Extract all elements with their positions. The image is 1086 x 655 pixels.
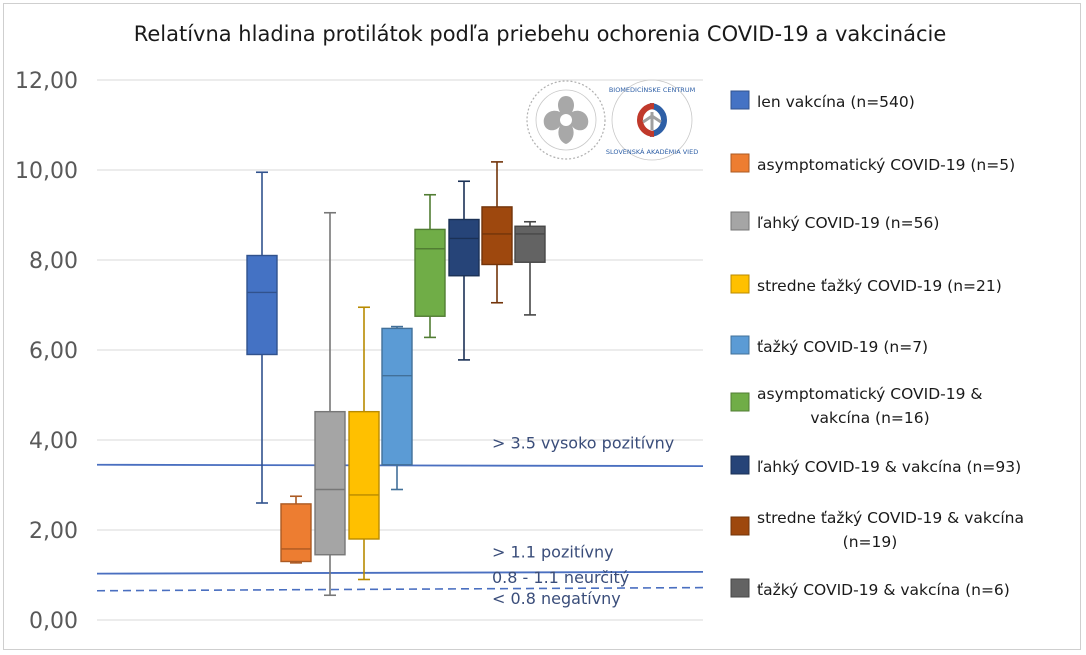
- legend-item: ľahký COVID-19 (n=56): [730, 211, 939, 232]
- logo-text-top: BIOMEDICÍNSKE CENTRUM: [609, 85, 695, 94]
- ref-line-label: > 3.5 vysoko pozitívny: [492, 434, 674, 453]
- legend-swatch: [730, 516, 750, 536]
- y-tick-label: 10,00: [15, 159, 78, 184]
- box: [514, 225, 546, 263]
- boxplot: [246, 171, 278, 504]
- legend-item: stredne ťažký COVID-19 & vakcína (n=19): [730, 509, 1024, 551]
- boxplot: [481, 161, 513, 304]
- legend-item: asymptomatický COVID-19 & vakcína (n=16): [730, 385, 982, 427]
- legend-swatch: [730, 211, 750, 231]
- legend-item: asymptomatický COVID-19 (n=5): [730, 153, 1015, 174]
- biomedical-center-logo: BIOMEDICÍNSKE CENTRUM SLOVENSKÁ AKADÉMIA…: [606, 79, 698, 161]
- box: [246, 254, 278, 356]
- ref-line-indeterminate: [96, 586, 704, 592]
- gridlines: [97, 79, 703, 621]
- chart-title: Relatívna hladina protilátok podľa prieb…: [134, 22, 947, 46]
- legend-swatch: [730, 153, 750, 173]
- y-tick-label: 6,00: [29, 339, 78, 364]
- boxplot: [280, 495, 312, 564]
- legend-label: ľahký COVID-19 (n=56): [757, 214, 939, 232]
- legend-item: ťažký COVID-19 (n=7): [730, 335, 928, 356]
- box: [414, 228, 446, 317]
- slovak-academy-emblem: [526, 80, 606, 160]
- legend-item: ľahký COVID-19 & vakcína (n=93): [730, 455, 1021, 476]
- boxplot: [314, 211, 346, 597]
- legend-label: vakcína (n=16): [810, 409, 929, 427]
- legend-label: (n=19): [843, 533, 898, 551]
- y-tick-label: 2,00: [29, 519, 78, 544]
- y-tick-label: 4,00: [29, 429, 78, 454]
- legend: len vakcína (n=540) asymptomatický COVID-…: [730, 90, 1024, 599]
- legend-swatch: [730, 335, 750, 355]
- y-axis-ticks: 0,00 2,00 4,00 6,00 8,00 10,00 12,00: [15, 69, 78, 634]
- boxplots: [246, 161, 546, 597]
- chart-frame: [3, 3, 1081, 650]
- y-tick-label: 12,00: [15, 69, 78, 94]
- legend-swatch: [730, 578, 750, 598]
- boxplot: [381, 325, 413, 491]
- ref-line-label: < 0.8 negatívny: [492, 589, 621, 608]
- boxplot: [414, 193, 446, 339]
- legend-item: ťažký COVID-19 & vakcína (n=6): [730, 578, 1010, 599]
- legend-swatch: [730, 90, 750, 110]
- legend-label: asymptomatický COVID-19 (n=5): [757, 156, 1015, 174]
- boxplot: [514, 220, 546, 316]
- box: [314, 410, 346, 556]
- boxplot: [448, 180, 480, 361]
- reference-lines: > 3.5 vysoko pozitívny > 1.1 pozitívny 0.8…: [96, 434, 704, 608]
- ref-line-label: > 1.1 pozitívny: [492, 543, 614, 562]
- ref-line-label: 0.8 - 1.1 neurčitý: [492, 568, 629, 587]
- y-tick-label: 0,00: [29, 609, 78, 634]
- box: [381, 327, 413, 466]
- legend-swatch: [730, 455, 750, 475]
- legend-swatch: [730, 274, 750, 294]
- legend-label: ľahký COVID-19 & vakcína (n=93): [757, 458, 1021, 476]
- ref-line-positive: [96, 570, 704, 575]
- legend-swatch: [730, 392, 750, 412]
- legend-label: len vakcína (n=540): [757, 93, 915, 111]
- box: [348, 410, 380, 540]
- logo-text-bottom: SLOVENSKÁ AKADÉMIA VIED: [606, 147, 698, 156]
- legend-item: stredne ťažký COVID-19 (n=21): [730, 274, 1002, 295]
- box: [448, 218, 480, 277]
- legend-label: ťažký COVID-19 & vakcína (n=6): [757, 581, 1010, 599]
- y-tick-label: 8,00: [29, 249, 78, 274]
- legend-item: len vakcína (n=540): [730, 90, 915, 111]
- box: [280, 503, 312, 563]
- box: [481, 206, 513, 266]
- boxplot: [348, 306, 380, 581]
- legend-label: stredne ťažký COVID-19 & vakcína: [757, 509, 1024, 527]
- legend-label: stredne ťažký COVID-19 (n=21): [757, 277, 1002, 295]
- legend-label: ťažký COVID-19 (n=7): [757, 338, 928, 356]
- legend-label: asymptomatický COVID-19 &: [757, 385, 982, 403]
